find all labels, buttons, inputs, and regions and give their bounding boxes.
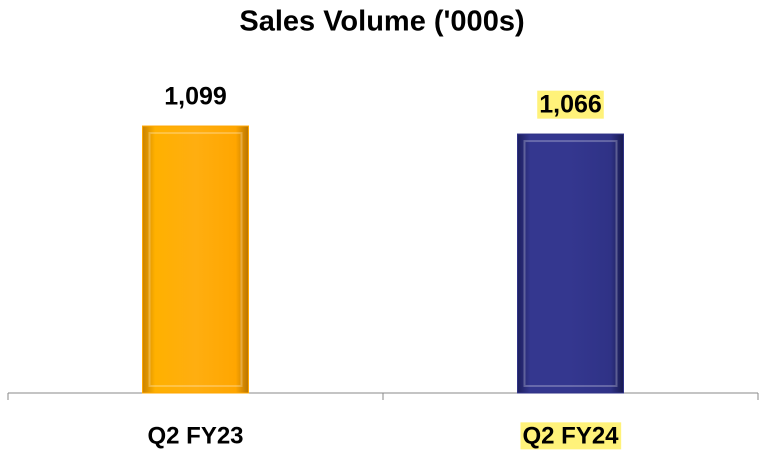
x-tick-label: Q2 FY23 [147,422,243,449]
bar-bevel [148,132,243,387]
bar [517,133,624,394]
value-label: 1,099 [164,83,227,111]
value-label-highlight [537,90,604,119]
x-tick-label-highlight [520,422,622,450]
value-label: 1,066 [539,91,602,119]
bar [142,125,249,394]
chart-title: Sales Volume ('000s) [239,6,524,38]
bar-bevel [523,140,618,387]
x-tick-label: Q2 FY24 [522,422,619,449]
